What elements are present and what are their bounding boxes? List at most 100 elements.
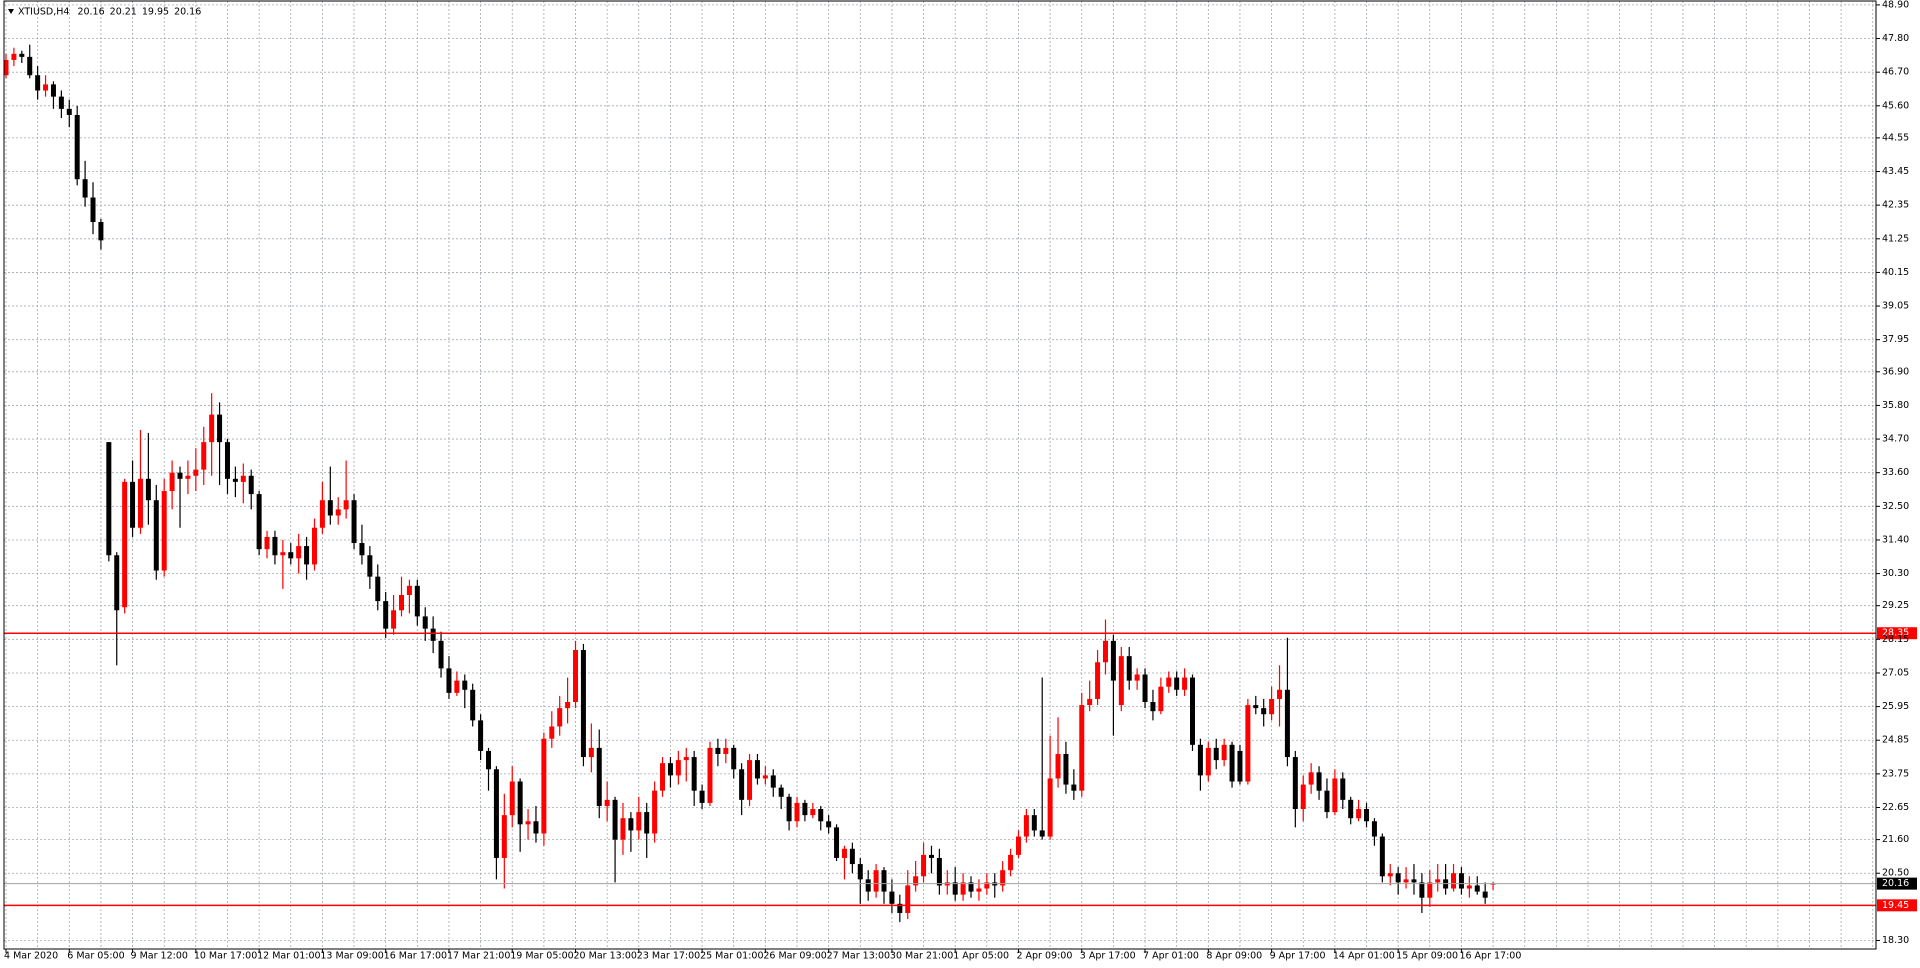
candle-body [430, 628, 436, 641]
x-tick-label: 1 Apr 05:00 [953, 951, 1009, 962]
candle-body [770, 775, 776, 788]
candle-body [849, 848, 855, 865]
candle-body [169, 472, 175, 492]
y-tick-label: 37.95 [1882, 334, 1909, 345]
plot-frame [3, 0, 1877, 950]
candle-body [98, 221, 104, 241]
candle-body [438, 640, 444, 669]
candle-body [691, 757, 697, 791]
candle-body [1134, 674, 1140, 681]
x-tick-label: 25 Mar 01:00 [700, 951, 763, 962]
candle-body [1102, 640, 1108, 663]
candle-body [739, 769, 745, 800]
candle-body [11, 53, 17, 60]
candle-body [106, 442, 112, 556]
header-low: 19.95 [142, 7, 169, 18]
candle-body [541, 738, 547, 834]
candle-body [264, 536, 270, 550]
candle-body [1237, 750, 1243, 782]
candle-body [240, 475, 246, 482]
candle-body [359, 543, 365, 556]
candle-body [1031, 815, 1037, 831]
y-tick-label: 31.40 [1882, 534, 1909, 545]
candle-body [304, 546, 310, 565]
candle-body [122, 481, 128, 608]
candle-body [462, 680, 468, 690]
y-tick-label: 24.85 [1882, 735, 1909, 746]
candle-body [35, 75, 41, 91]
candle-body [1269, 698, 1275, 715]
price-tag [1877, 877, 1917, 890]
candle-body [478, 720, 484, 751]
candle-body [1039, 830, 1045, 837]
y-tick-label: 34.70 [1882, 434, 1909, 445]
candle-body [1419, 882, 1425, 898]
candle-body [1182, 677, 1188, 690]
candle-body [675, 760, 681, 776]
y-tick-label: 47.80 [1882, 33, 1909, 44]
horizontal-line-tag [1877, 899, 1917, 912]
candle-body [1451, 873, 1457, 889]
menu-triangle[interactable] [8, 9, 14, 14]
y-tick-label: 22.65 [1882, 802, 1909, 813]
x-tick-label: 9 Apr 17:00 [1270, 951, 1326, 962]
y-tick-label: 27.05 [1882, 667, 1909, 678]
candle-body [1284, 689, 1290, 758]
candle-body [272, 536, 278, 556]
y-tick-label: 18.30 [1882, 935, 1909, 946]
candle-body [604, 799, 610, 806]
x-tick-label: 14 Apr 01:00 [1333, 951, 1395, 962]
candle-body [1150, 702, 1156, 712]
candle-body [1371, 821, 1377, 837]
candle-body [612, 799, 618, 840]
candle-body [1213, 747, 1219, 761]
candle-body [454, 680, 460, 693]
candle-body [1435, 879, 1441, 883]
candle-body [1197, 744, 1203, 776]
candle-body [343, 500, 349, 510]
candle-body [818, 809, 824, 822]
candle-body [731, 747, 737, 770]
candle-body [1229, 744, 1235, 782]
candle-body [1474, 885, 1480, 892]
candle-body [66, 108, 72, 115]
candle-body [58, 96, 64, 109]
x-tick-label: 19 Mar 05:00 [510, 951, 573, 962]
candle-body [493, 769, 499, 858]
candle-body [1000, 870, 1006, 886]
candle-body [968, 882, 974, 892]
candle-body [161, 491, 167, 571]
candle-body [153, 500, 159, 571]
candle-body [1015, 836, 1021, 855]
y-tick-label: 21.60 [1882, 834, 1909, 845]
candle-body [976, 888, 982, 892]
candle-body [50, 84, 56, 97]
candle-body [652, 790, 658, 834]
candle-body [201, 442, 207, 470]
candle-body [834, 827, 840, 858]
x-tick-label: 9 Mar 12:00 [131, 951, 188, 962]
x-tick-label: 8 Apr 09:00 [1206, 951, 1262, 962]
candle-body [786, 796, 792, 822]
x-tick-label: 13 Mar 09:00 [320, 951, 383, 962]
candle-body [185, 475, 191, 479]
candle-body [723, 747, 729, 754]
grid [4, 1, 1876, 949]
y-tick-label: 41.25 [1882, 233, 1909, 244]
candle-body [486, 750, 492, 770]
candle-body [1221, 744, 1227, 761]
candle-body [1308, 772, 1314, 785]
candle-body [620, 818, 626, 840]
candle-body [754, 760, 760, 779]
candle-body [43, 84, 49, 91]
horizontal-line-label: 19.45 [1882, 900, 1909, 911]
candle-body [644, 812, 650, 834]
candle-body [857, 864, 863, 880]
candle-body [319, 500, 325, 528]
candle-body [747, 760, 753, 800]
candle-body [1427, 882, 1433, 898]
price-tag-label: 20.16 [1882, 878, 1909, 889]
x-tick-label: 23 Mar 17:00 [637, 951, 700, 962]
candle-body [367, 555, 373, 577]
candle-body [778, 787, 784, 797]
